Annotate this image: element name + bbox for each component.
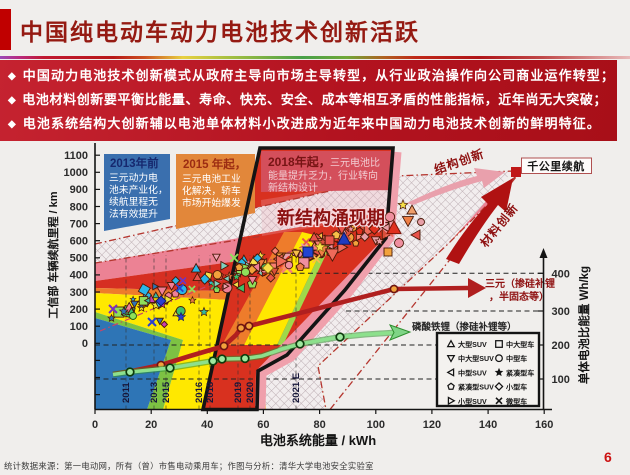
svg-text:2018: 2018 <box>205 382 216 403</box>
svg-text:新结构涌现期: 新结构涌现期 <box>277 207 385 228</box>
svg-text:700: 700 <box>70 218 88 230</box>
svg-text:法有效提升: 法有效提升 <box>109 207 158 220</box>
svg-text:2021 E: 2021 E <box>291 373 302 403</box>
svg-text:小型SUV: 小型SUV <box>457 397 487 406</box>
svg-text:100: 100 <box>552 374 570 386</box>
svg-text:新结构设计: 新结构设计 <box>268 181 318 194</box>
svg-text:800: 800 <box>70 201 88 213</box>
svg-text:300: 300 <box>552 306 570 318</box>
svg-text:2015 年起，: 2015 年起， <box>183 157 246 171</box>
svg-text:400: 400 <box>552 268 570 280</box>
svg-text:三元（掺硅补锂: 三元（掺硅补锂 <box>485 277 555 290</box>
svg-text:电池系统能量 / kWh: 电池系统能量 / kWh <box>260 433 376 448</box>
svg-text:0: 0 <box>92 419 98 431</box>
svg-text:小型车: 小型车 <box>505 383 527 392</box>
svg-text:大型SUV: 大型SUV <box>458 340 487 349</box>
svg-text:池未产业化，: 池未产业化， <box>109 183 168 196</box>
svg-text:三元电池工业: 三元电池工业 <box>182 172 241 185</box>
svg-text:200: 200 <box>70 304 88 316</box>
svg-text:600: 600 <box>70 236 88 248</box>
svg-text:紧凑型SUV: 紧凑型SUV <box>458 383 494 392</box>
svg-text:100: 100 <box>70 321 88 333</box>
svg-text:2018年起，: 2018年起， <box>268 154 331 169</box>
svg-text:工信部 车辆续航里程 / km: 工信部 车辆续航里程 / km <box>46 191 60 318</box>
svg-text:微型车: 微型车 <box>505 397 527 406</box>
svg-text:300: 300 <box>70 287 88 299</box>
svg-text:三元动力电: 三元动力电 <box>109 171 158 184</box>
svg-text:1000: 1000 <box>64 167 88 179</box>
svg-text:中大型车: 中大型车 <box>506 340 534 349</box>
svg-text:120: 120 <box>423 419 441 431</box>
svg-text:2019: 2019 <box>233 382 244 403</box>
svg-text:中大型SUV: 中大型SUV <box>458 354 494 363</box>
svg-text:2013: 2013 <box>149 382 160 403</box>
svg-text:磷酸铁锂（掺硅补锂等）: 磷酸铁锂（掺硅补锂等） <box>412 321 517 333</box>
svg-text:能量提升乏力，行业转向: 能量提升乏力，行业转向 <box>268 169 378 182</box>
svg-text:续航里程无: 续航里程无 <box>109 195 158 208</box>
svg-text:，半固态等）: ，半固态等） <box>489 290 549 303</box>
svg-text:2013年前: 2013年前 <box>110 156 159 170</box>
svg-text:20: 20 <box>145 419 157 431</box>
svg-text:化解决，轿车: 化解决，轿车 <box>182 184 241 197</box>
svg-text:140: 140 <box>479 419 497 431</box>
svg-text:80: 80 <box>313 419 325 431</box>
svg-text:160: 160 <box>535 419 553 431</box>
svg-text:千公里续航: 千公里续航 <box>527 159 585 173</box>
svg-text:2015: 2015 <box>161 381 172 403</box>
svg-text:2020: 2020 <box>245 382 256 403</box>
svg-text:500: 500 <box>70 253 88 265</box>
svg-text:900: 900 <box>70 184 88 196</box>
svg-text:市场开始爆发: 市场开始爆发 <box>182 196 241 209</box>
svg-text:60: 60 <box>257 419 269 431</box>
svg-text:中型SUV: 中型SUV <box>458 368 487 377</box>
svg-text:2011: 2011 <box>121 382 132 403</box>
svg-text:三元电池比: 三元电池比 <box>330 156 380 169</box>
svg-text:200: 200 <box>552 340 570 352</box>
svg-text:0: 0 <box>82 338 88 350</box>
svg-text:2016: 2016 <box>194 382 205 403</box>
svg-text:中型车: 中型车 <box>506 354 527 363</box>
svg-text:100: 100 <box>367 419 385 431</box>
svg-text:紧凑型车: 紧凑型车 <box>506 368 534 377</box>
svg-text:单体电池比能量 Wh/kg: 单体电池比能量 Wh/kg <box>577 266 591 384</box>
svg-text:1100: 1100 <box>64 150 88 162</box>
svg-text:40: 40 <box>201 419 213 431</box>
svg-text:400: 400 <box>70 270 88 282</box>
